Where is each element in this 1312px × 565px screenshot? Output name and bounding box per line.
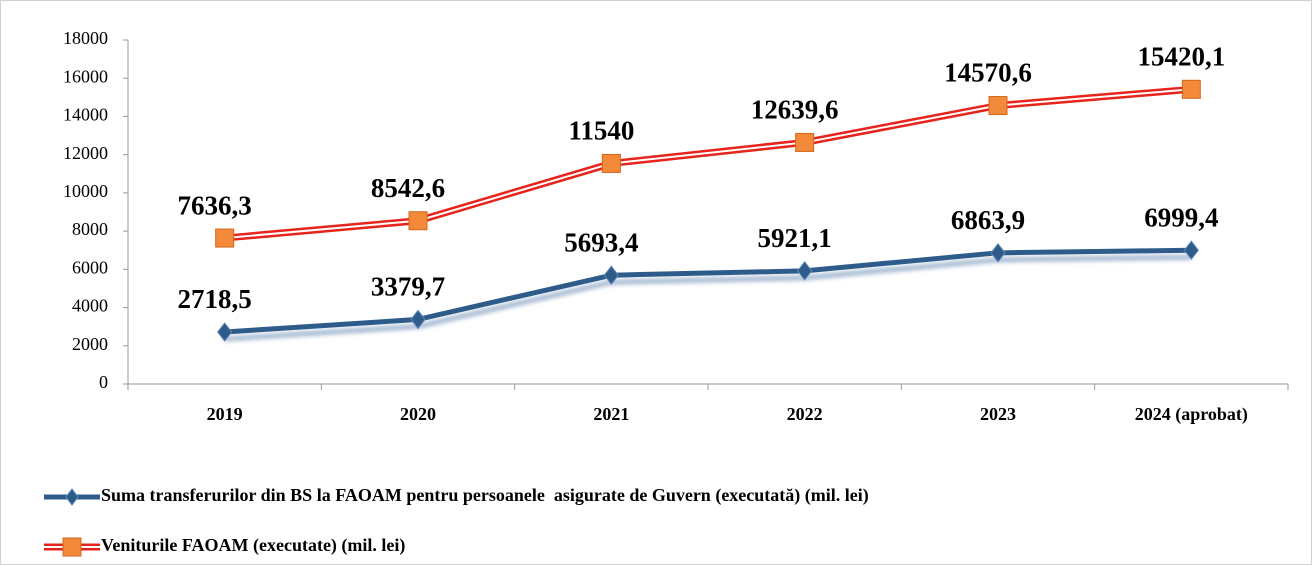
series-line	[224, 247, 1192, 335]
value-label: 3379,7	[371, 272, 445, 302]
marker	[215, 228, 235, 248]
marker	[408, 211, 428, 231]
y-tick-label: 10000	[63, 181, 108, 201]
marker	[990, 243, 1006, 263]
x-tick-label: 2022	[787, 404, 823, 424]
series-line-inner	[224, 88, 1192, 240]
x-tick-label: 2024 (aprobat)	[1135, 404, 1248, 425]
value-label: 5693,4	[564, 227, 638, 257]
x-tick-label: 2023	[980, 404, 1016, 424]
marker	[217, 322, 233, 342]
y-tick-label: 16000	[63, 66, 108, 86]
marker	[795, 132, 815, 152]
value-label: 15420,1	[1137, 42, 1225, 72]
value-label: 6863,9	[951, 205, 1025, 235]
y-tick-label: 8000	[72, 219, 108, 239]
legend-label: Suma transferurilor din BS la FAOAM pent…	[101, 485, 869, 506]
marker	[601, 153, 621, 173]
x-tick-label: 2021	[593, 404, 629, 424]
legend-marker	[65, 488, 79, 506]
x-tick-label: 2019	[207, 404, 243, 424]
marker	[797, 261, 813, 281]
value-label: 14570,6	[944, 58, 1032, 88]
y-tick-label: 18000	[63, 28, 108, 48]
marker	[988, 96, 1008, 116]
value-label: 5921,1	[758, 223, 832, 253]
marker	[603, 265, 619, 286]
marker	[410, 309, 426, 330]
value-label: 2718,5	[178, 284, 252, 314]
value-label: 6999,4	[1144, 202, 1218, 232]
value-label: 12639,6	[751, 95, 839, 125]
y-tick-label: 4000	[72, 296, 108, 316]
value-label: 11540	[568, 116, 634, 146]
marker	[1181, 79, 1201, 99]
value-label: 8542,6	[371, 173, 445, 203]
legend-label: Veniturile FAOAM (executate) (mil. lei)	[101, 535, 405, 556]
marker	[1183, 240, 1199, 261]
y-tick-label: 6000	[72, 257, 108, 277]
y-tick-label: 12000	[63, 143, 108, 163]
value-label: 7636,3	[178, 190, 252, 220]
y-tick-label: 0	[99, 372, 108, 392]
y-tick-label: 14000	[63, 105, 108, 125]
legend-marker	[62, 537, 82, 557]
y-tick-label: 2000	[72, 334, 108, 354]
x-tick-label: 2020	[400, 404, 436, 424]
